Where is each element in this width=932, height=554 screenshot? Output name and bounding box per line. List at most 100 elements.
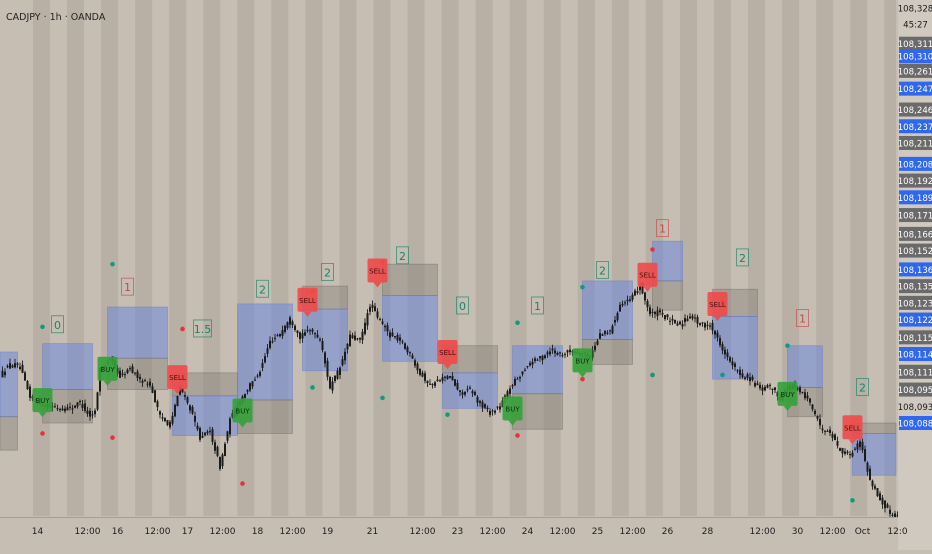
candle-body: [244, 393, 246, 398]
candle-body: [289, 317, 291, 325]
signal-text: SELL: [709, 301, 726, 309]
candle-body: [374, 306, 376, 312]
signal-pointer: [508, 420, 517, 426]
candle-body: [171, 415, 174, 424]
candle-body: [444, 376, 446, 378]
candle-body: [559, 352, 561, 354]
price-label-text: 108,135: [898, 283, 932, 293]
candle-body: [836, 441, 839, 446]
candle-body: [629, 299, 631, 301]
candle-body: [189, 405, 191, 411]
signal-pointer: [38, 412, 47, 418]
buy-signal: BUY: [777, 381, 798, 411]
candle-body: [694, 317, 696, 319]
candle-body: [21, 364, 24, 373]
candle-body: [884, 500, 886, 509]
candle-body: [659, 310, 661, 313]
candle-body: [336, 370, 339, 379]
candle-body: [281, 330, 284, 336]
candle-body: [534, 358, 536, 361]
price-tag-background: [899, 243, 932, 258]
price-label-text: 108,122: [898, 316, 932, 326]
price-label-text: 108,208: [898, 160, 932, 170]
candle-body: [839, 448, 841, 451]
signal-pointer: [173, 389, 182, 395]
red-signal-dot: [180, 326, 185, 332]
count-labels: 0 1 1.5 2 2 2 0 1 2 1 2 1 2: [51, 219, 869, 396]
candle-body: [314, 333, 316, 335]
price-tag-background: [899, 36, 932, 51]
time-label: 12:00: [750, 527, 776, 537]
candle-body: [549, 351, 551, 355]
candle-body: [186, 397, 189, 403]
candle-body: [434, 382, 436, 386]
candle-body: [394, 336, 396, 338]
candle-body: [816, 416, 819, 419]
candle-body: [766, 385, 769, 388]
session-band: [339, 0, 357, 516]
time-axis[interactable]: 14 12:00 16 12:00 17 12:00 18 12:00 19 21 12:00 23 1…: [0, 517, 908, 550]
candle-body: [416, 363, 419, 371]
signal-pointer: [238, 422, 247, 428]
candle-body: [674, 319, 676, 324]
count-label: 2: [321, 263, 334, 281]
price-label: 108,093: [898, 403, 932, 413]
session-band: [679, 0, 697, 516]
price-label-text: 108,115: [898, 334, 932, 344]
sell-signal: SELL: [842, 415, 863, 445]
candle-body: [299, 332, 301, 340]
price-label-text: 108,310: [898, 53, 932, 63]
price-label: 108,237: [898, 119, 932, 134]
price-label-text: 108,311: [898, 40, 932, 50]
candle-body: [151, 386, 154, 393]
take-profit-zone: [172, 395, 238, 436]
candle-body: [94, 410, 96, 415]
candle-body: [96, 392, 99, 410]
candle-body: [479, 401, 481, 403]
red-signal-dot: [240, 481, 245, 486]
time-axis-background: [0, 517, 898, 550]
candle-body: [529, 363, 531, 366]
candle-body: [441, 377, 444, 381]
candle-body: [474, 392, 476, 396]
candle-body: [801, 391, 804, 393]
candle-body: [286, 322, 289, 328]
candle-body: [134, 372, 136, 374]
candle-body: [599, 333, 601, 339]
signal-box: [97, 356, 118, 381]
candle-body: [199, 428, 201, 440]
candle-body: [124, 374, 126, 376]
candle-body: [671, 318, 674, 321]
candle-body: [711, 322, 714, 331]
candle-body: [284, 325, 286, 332]
candle-body: [61, 408, 64, 411]
session-band: [135, 0, 153, 516]
count-label: 1: [656, 219, 669, 238]
signal-pointer: [848, 439, 857, 445]
count-text: 1: [659, 223, 666, 236]
signal-text: SELL: [439, 349, 456, 357]
chart-title: CADJPY · 1h · OANDA: [6, 12, 106, 23]
candle-body: [196, 425, 199, 430]
count-text: 2: [599, 264, 606, 277]
candle-body: [269, 340, 271, 348]
candle-body: [184, 395, 186, 397]
candle-body: [369, 306, 371, 312]
candle-body: [216, 446, 219, 456]
candle-body: [316, 334, 319, 338]
signal-text: SELL: [639, 272, 656, 280]
price-tag-background: [899, 190, 932, 205]
signal-box: [167, 365, 188, 390]
candle-body: [56, 408, 59, 410]
candle-body: [306, 330, 309, 332]
candle-body: [301, 333, 304, 339]
candle-body: [276, 335, 279, 337]
price-axis[interactable]: 108,328 45:27 108,311 108,310 108,261 108,247…: [898, 0, 932, 550]
price-label: 108,246: [898, 102, 932, 117]
session-band: [271, 0, 289, 516]
candle-body: [829, 429, 831, 433]
price-label: 108,311: [898, 36, 932, 51]
time-label: 12:00: [145, 527, 171, 537]
